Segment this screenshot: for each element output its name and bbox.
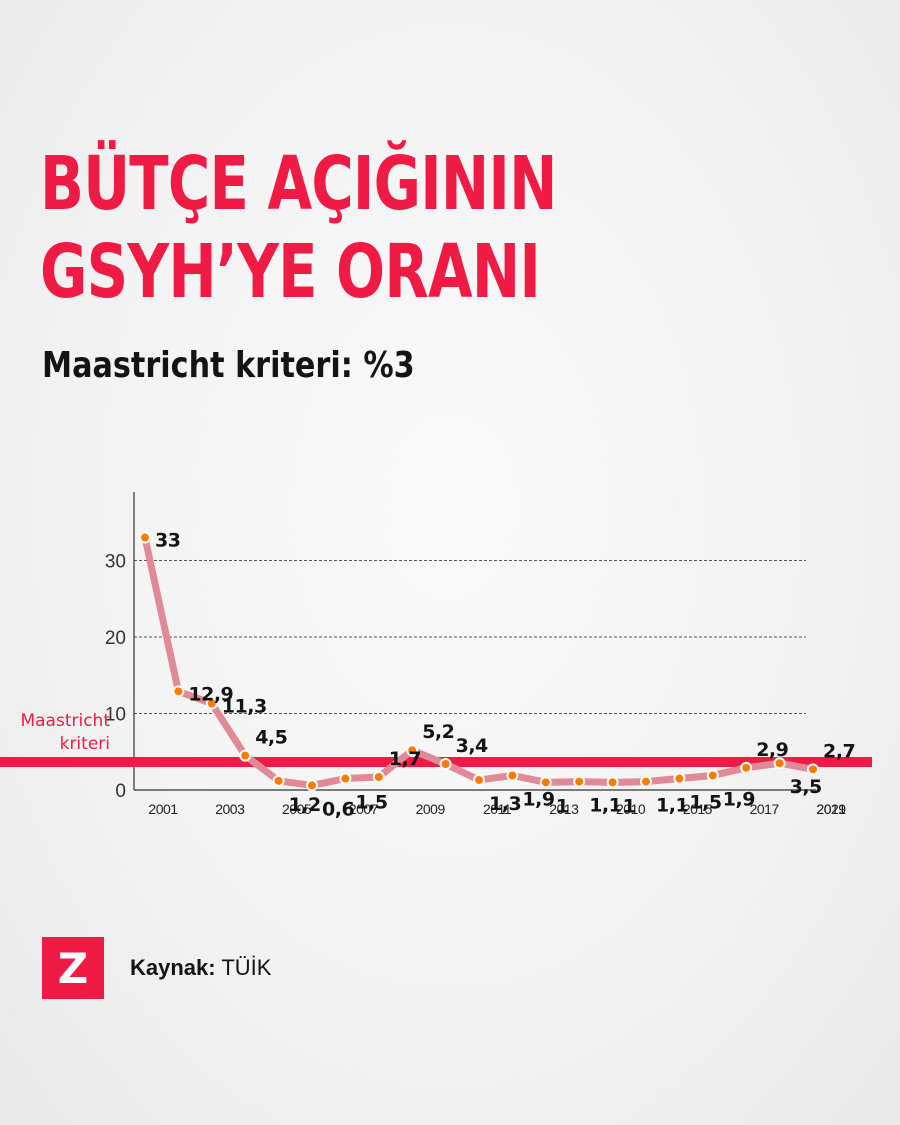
data-label: 33: [155, 530, 180, 552]
data-point: [673, 772, 686, 785]
data-label: 4,5: [255, 727, 287, 749]
y-tick-label: 10: [105, 705, 126, 726]
x-tick-label: 2017: [750, 801, 780, 817]
data-label: 1,7: [389, 748, 421, 770]
data-label: 1,5: [689, 792, 721, 814]
data-label: 3,5: [790, 776, 822, 798]
data-point: [205, 697, 218, 710]
footer: Z Kaynak: TÜİK: [42, 937, 271, 999]
reference-line-label: kriteri: [60, 734, 110, 754]
subtitle: Maastricht kriteri: %3: [42, 345, 415, 386]
data-point: [272, 774, 285, 787]
data-label: 1,9: [723, 788, 755, 810]
data-label: 12,9: [188, 683, 233, 705]
data-point: [439, 757, 452, 770]
data-point: [773, 757, 786, 770]
x-tick-label: 2019: [816, 801, 846, 817]
data-point: [172, 685, 185, 698]
data-point: [372, 770, 385, 783]
data-point: [406, 744, 419, 757]
x-tick-label: 2011: [483, 801, 512, 817]
data-label: 1: [623, 795, 636, 817]
y-tick-label: 0: [115, 781, 126, 802]
data-point: [706, 769, 719, 782]
data-point: [506, 769, 519, 782]
data-label: 2,7: [823, 740, 855, 762]
reference-line-label: Maastricht: [20, 711, 110, 731]
data-label: 1,3: [489, 793, 521, 815]
data-point: [640, 775, 652, 788]
data-point: [339, 772, 352, 785]
x-tick-label: 2005: [282, 801, 312, 817]
data-label: 1: [556, 795, 569, 817]
y-tick-label: 20: [105, 628, 126, 649]
x-tick-label: 2010: [616, 801, 646, 817]
data-point: [807, 763, 819, 776]
data-label: 1,5: [355, 792, 387, 814]
x-tick-label: 2015: [683, 801, 713, 817]
line-chart: 0 10 20 30 2001 2003 2005 2007 2009 2011 2013 2010 2…: [0, 492, 872, 820]
x-tick-label: 2003: [215, 801, 245, 817]
y-tick-label: 30: [105, 552, 126, 573]
data-label: 0,6: [322, 798, 354, 820]
x-tick-label: 2021: [816, 801, 846, 817]
data-label: 11,3: [222, 696, 267, 718]
x-tick-label: 2013: [549, 801, 579, 817]
data-point: [306, 779, 318, 792]
data-label: 5,2: [422, 721, 454, 743]
title-line-2: GSYH’YE ORANI: [40, 229, 541, 315]
data-label: 2,9: [756, 739, 788, 761]
data-label: 1,1: [656, 795, 688, 817]
data-point: [740, 761, 753, 774]
data-point: [239, 749, 252, 762]
data-label: 1,1: [589, 795, 621, 817]
x-tick-label: 2009: [416, 801, 446, 817]
logo: Z: [42, 937, 104, 999]
source-value: TÜİK: [221, 955, 272, 980]
x-tick-label: 2007: [349, 801, 379, 817]
data-label: 3,4: [456, 735, 488, 757]
title-line-1: BÜTÇE AÇIĞININ: [40, 141, 557, 227]
x-tick-label: 2001: [148, 801, 178, 817]
data-point: [573, 775, 586, 788]
data-label: 1,2: [289, 794, 321, 816]
data-point: [473, 774, 485, 787]
data-point: [606, 776, 619, 789]
data-point: [539, 776, 552, 789]
page-title: BÜTÇE AÇIĞININ GSYH’YE ORANI: [40, 140, 557, 316]
source: Kaynak: TÜİK: [130, 955, 271, 981]
data-label: 1,9: [522, 788, 554, 810]
data-point: [139, 531, 151, 544]
source-label: Kaynak:: [130, 955, 216, 980]
